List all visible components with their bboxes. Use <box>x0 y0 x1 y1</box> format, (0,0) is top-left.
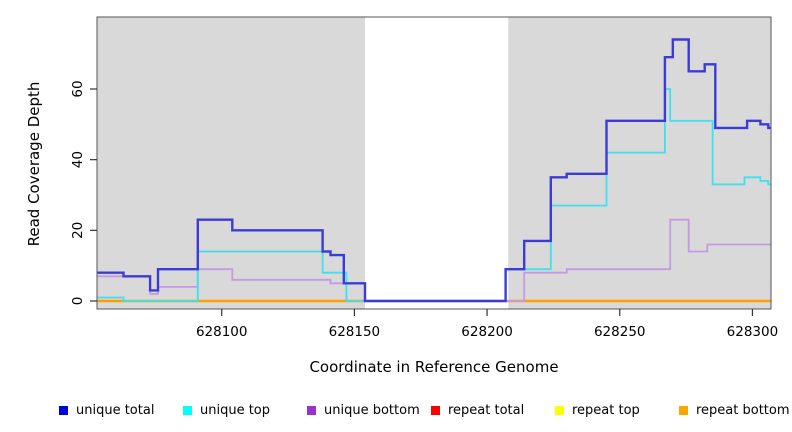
legend-item-unique-bottom: unique bottom <box>307 401 420 419</box>
repeat-top-swatch-icon <box>555 405 564 415</box>
unique-bottom-swatch-icon <box>307 405 316 415</box>
svg-text:20: 20 <box>70 222 86 239</box>
legend-label: unique bottom <box>324 402 420 418</box>
coverage-plot-canvas: 628100 628150 628200 628250 628300 0 20 40 60 <box>70 16 779 340</box>
legend-item-repeat-top: repeat top <box>555 401 640 419</box>
legend: unique total unique top unique bottom re… <box>0 401 792 421</box>
y-axis-label: Read Coverage Depth <box>25 81 43 247</box>
legend-label: repeat total <box>448 402 525 418</box>
unique-top-swatch-icon <box>183 405 192 415</box>
svg-text:628150: 628150 <box>329 324 381 340</box>
legend-item-unique-total: unique total <box>59 401 154 419</box>
repeat-bottom-swatch-icon <box>679 405 688 415</box>
legend-item-repeat-total: repeat total <box>431 401 524 419</box>
unique-total-swatch-icon <box>59 405 68 415</box>
svg-text:628100: 628100 <box>196 324 248 340</box>
legend-label: repeat bottom <box>696 402 790 418</box>
svg-text:628200: 628200 <box>461 324 513 340</box>
svg-text:628300: 628300 <box>727 324 779 340</box>
legend-label: unique top <box>200 402 271 418</box>
svg-text:40: 40 <box>70 151 86 168</box>
svg-text:628250: 628250 <box>594 324 646 340</box>
repeat-total-swatch-icon <box>431 405 440 415</box>
x-axis-label: Coordinate in Reference Genome <box>309 358 559 376</box>
svg-text:0: 0 <box>70 297 86 306</box>
svg-text:60: 60 <box>70 80 86 97</box>
legend-label: repeat top <box>572 402 640 418</box>
legend-label: unique total <box>76 402 155 418</box>
legend-item-unique-top: unique top <box>183 401 270 419</box>
legend-item-repeat-bottom: repeat bottom <box>679 401 790 419</box>
